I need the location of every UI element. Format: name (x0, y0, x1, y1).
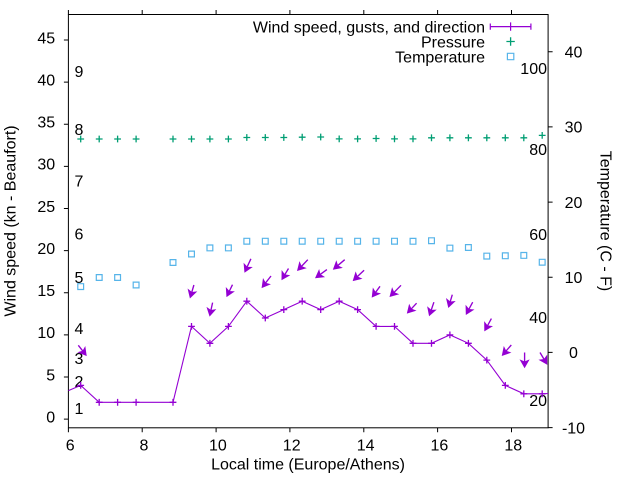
svg-text:14: 14 (357, 437, 375, 454)
svg-text:40: 40 (565, 45, 583, 62)
svg-text:25: 25 (37, 199, 55, 216)
svg-text:20: 20 (529, 393, 547, 410)
svg-text:18: 18 (504, 437, 522, 454)
svg-text:16: 16 (431, 437, 449, 454)
svg-text:10: 10 (565, 270, 583, 287)
svg-text:0: 0 (46, 409, 55, 426)
svg-text:40: 40 (37, 72, 55, 89)
svg-text:1: 1 (75, 401, 84, 418)
svg-text:4: 4 (75, 321, 84, 338)
svg-text:7: 7 (75, 173, 84, 190)
svg-text:12: 12 (283, 437, 301, 454)
svg-text:8: 8 (140, 437, 149, 454)
svg-text:30: 30 (565, 120, 583, 137)
svg-text:3: 3 (75, 351, 84, 368)
svg-text:Local time (Europe/Athens): Local time (Europe/Athens) (211, 457, 405, 474)
svg-text:8: 8 (75, 122, 84, 139)
svg-text:40: 40 (529, 310, 547, 327)
svg-text:5: 5 (46, 367, 55, 384)
svg-text:20: 20 (37, 241, 55, 258)
svg-text:Temperature: Temperature (395, 49, 485, 66)
svg-text:2: 2 (75, 374, 84, 391)
svg-text:100: 100 (520, 61, 547, 78)
svg-text:6: 6 (75, 226, 84, 243)
svg-text:Wind speed, gusts, and directi: Wind speed, gusts, and direction (253, 19, 485, 36)
svg-text:80: 80 (529, 142, 547, 159)
svg-text:-10: -10 (562, 420, 585, 437)
svg-text:5: 5 (75, 270, 84, 287)
svg-text:9: 9 (75, 64, 84, 81)
svg-text:0: 0 (569, 345, 578, 362)
svg-text:20: 20 (565, 195, 583, 212)
svg-text:6: 6 (66, 437, 75, 454)
svg-text:Temperature (C - F): Temperature (C - F) (597, 151, 614, 291)
svg-text:15: 15 (37, 283, 55, 300)
svg-text:10: 10 (209, 437, 227, 454)
svg-text:45: 45 (37, 30, 55, 47)
svg-text:Wind speed (kn - Beaufort): Wind speed (kn - Beaufort) (3, 125, 20, 316)
svg-text:35: 35 (37, 115, 55, 132)
svg-text:30: 30 (37, 157, 55, 174)
svg-text:10: 10 (37, 325, 55, 342)
svg-text:60: 60 (529, 227, 547, 244)
svg-text:Pressure: Pressure (421, 34, 485, 51)
